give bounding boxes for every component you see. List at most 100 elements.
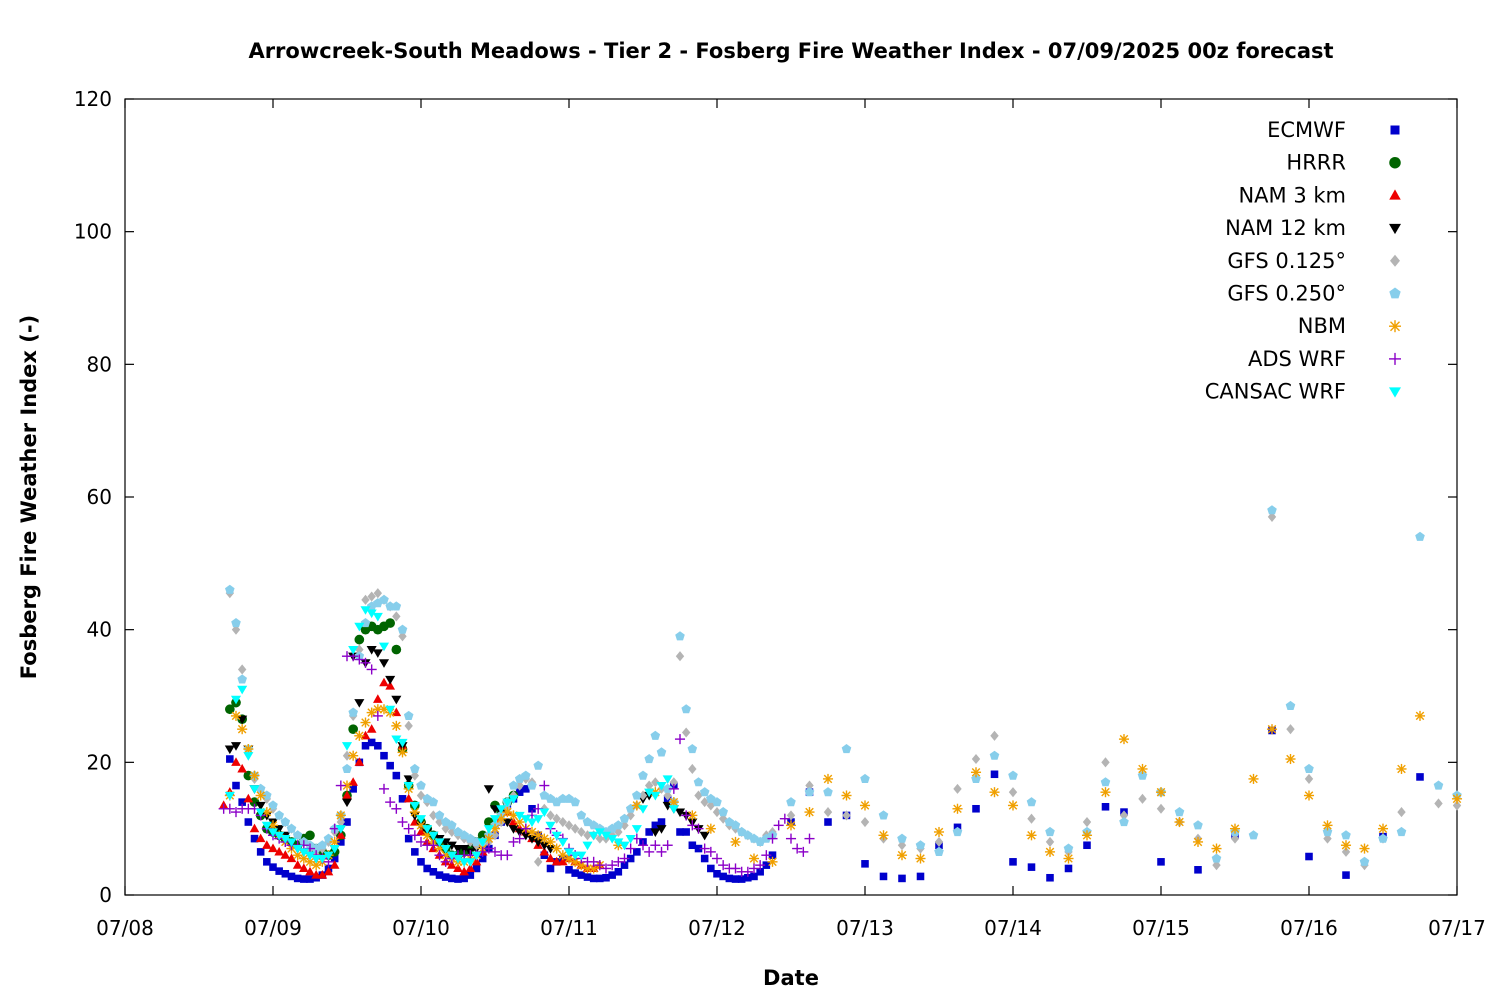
data-point	[602, 873, 610, 882]
chart-title: Arrowcreek-South Meadows - Tier 2 - Fosb…	[248, 39, 1333, 63]
data-point	[275, 867, 283, 875]
data-point	[718, 813, 728, 824]
data-point	[1174, 816, 1185, 828]
data-point	[250, 834, 259, 843]
data-point	[268, 800, 278, 810]
data-point	[644, 780, 654, 791]
data-point	[366, 609, 377, 619]
data-point	[785, 820, 797, 831]
data-point	[477, 838, 488, 847]
data-point	[311, 870, 321, 879]
data-point	[391, 735, 402, 745]
data-point	[354, 757, 365, 766]
data-point	[596, 874, 604, 883]
data-point	[508, 780, 519, 790]
data-point	[897, 840, 907, 851]
data-point	[373, 694, 383, 703]
data-point	[361, 594, 370, 605]
x-tick-label: 07/09	[244, 916, 302, 940]
data-point	[558, 793, 568, 803]
data-point	[483, 785, 494, 794]
data-point	[286, 838, 297, 847]
data-point	[1155, 787, 1167, 798]
data-point	[545, 844, 556, 854]
legend-marker	[1390, 125, 1400, 135]
data-point	[1118, 734, 1130, 745]
data-point	[335, 810, 346, 821]
data-point	[742, 866, 753, 877]
data-point	[225, 704, 235, 715]
data-point	[452, 854, 464, 864]
y-tick-label: 0	[99, 883, 112, 907]
data-point	[237, 664, 247, 675]
data-point	[354, 730, 365, 741]
data-point	[385, 675, 396, 685]
data-point	[348, 777, 358, 786]
data-point	[243, 752, 254, 761]
data-point	[700, 797, 709, 808]
data-point	[1266, 724, 1278, 735]
data-point	[897, 833, 907, 843]
y-tick-label: 20	[87, 750, 112, 774]
data-point	[237, 763, 247, 773]
data-point	[361, 741, 370, 750]
x-axis-label: Date	[763, 966, 819, 990]
data-point	[563, 848, 575, 857]
data-point	[428, 831, 439, 841]
data-point	[1285, 700, 1296, 710]
data-point	[1451, 793, 1463, 804]
data-point	[656, 846, 667, 857]
data-point	[360, 606, 371, 615]
data-point	[644, 788, 655, 798]
data-point	[330, 854, 339, 863]
data-point	[411, 848, 419, 856]
data-point	[699, 787, 710, 797]
data-point	[440, 856, 451, 867]
data-point	[651, 777, 660, 788]
data-point	[1046, 873, 1054, 882]
data-point	[539, 833, 550, 844]
data-point	[440, 844, 451, 854]
data-point	[435, 816, 444, 828]
data-point	[267, 828, 279, 838]
data-point	[588, 856, 599, 867]
data-point	[520, 823, 531, 834]
data-point	[385, 681, 395, 690]
data-point	[280, 835, 291, 844]
data-point	[786, 797, 796, 807]
data-point	[298, 848, 309, 857]
data-point	[526, 818, 538, 828]
legend-label: ADS WRF	[1248, 347, 1346, 371]
data-point	[552, 813, 561, 824]
data-point	[631, 825, 642, 834]
data-point	[570, 797, 580, 807]
data-point	[1174, 807, 1185, 817]
data-point	[231, 757, 241, 766]
data-point	[626, 854, 635, 863]
data-point	[707, 864, 715, 873]
legend-label: NAM 3 km	[1238, 183, 1346, 207]
data-point	[699, 831, 710, 841]
data-point	[446, 841, 457, 851]
data-point	[1342, 871, 1350, 879]
data-point	[224, 745, 235, 755]
data-point	[417, 858, 425, 866]
data-point	[415, 836, 427, 847]
data-point	[607, 835, 618, 844]
data-point	[662, 783, 673, 793]
data-point	[429, 868, 438, 876]
data-point	[483, 843, 494, 854]
data-point	[490, 830, 500, 841]
data-point	[466, 871, 475, 879]
data-point	[662, 840, 673, 851]
data-point	[841, 744, 852, 754]
data-point	[933, 826, 945, 838]
data-point	[293, 874, 302, 883]
data-point	[1267, 511, 1277, 522]
data-point	[483, 825, 494, 834]
data-point	[551, 856, 562, 866]
data-point	[804, 787, 815, 797]
data-point	[404, 834, 413, 843]
data-point	[878, 830, 889, 841]
data-point	[1026, 797, 1037, 807]
